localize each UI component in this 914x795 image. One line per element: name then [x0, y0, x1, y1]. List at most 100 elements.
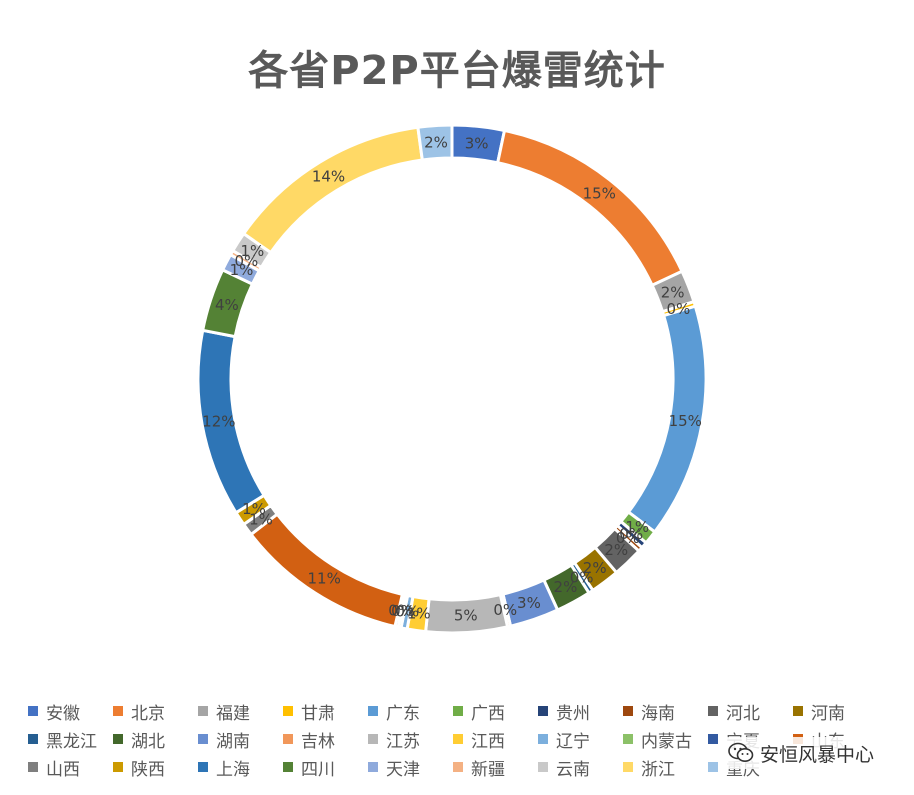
- legend-swatch: [198, 762, 208, 772]
- legend-swatch: [538, 706, 548, 716]
- legend-label: 湖南: [216, 731, 250, 752]
- legend-item-广西: 广西: [453, 697, 538, 725]
- legend-label: 广东: [386, 703, 420, 724]
- legend-item-内蒙古: 内蒙古: [623, 725, 708, 753]
- legend-item-四川: 四川: [283, 753, 368, 781]
- slice-label-江西: 1%: [407, 605, 431, 623]
- legend-item-河北: 河北: [708, 697, 793, 725]
- slice-label-甘肃: 0%: [667, 300, 691, 318]
- legend-label: 北京: [131, 703, 165, 724]
- slice-重庆: [416, 123, 454, 162]
- legend-swatch: [623, 706, 633, 716]
- watermark-text: 安恒风暴中心: [760, 743, 875, 766]
- legend-item-浙江: 浙江: [623, 753, 708, 781]
- legend-swatch: [708, 734, 718, 744]
- legend-label: 河南: [811, 703, 845, 724]
- slice-label-湖南: 3%: [517, 594, 541, 612]
- legend-label: 广西: [471, 703, 505, 724]
- slice-label-浙江: 14%: [312, 168, 345, 186]
- legend-swatch: [623, 762, 633, 772]
- slice-label-河北: 2%: [604, 541, 628, 559]
- slice-北京: [495, 128, 685, 288]
- legend-item-陕西: 陕西: [113, 753, 198, 781]
- legend-label: 天津: [386, 759, 420, 780]
- legend-swatch: [283, 706, 293, 716]
- legend-label: 湖北: [131, 731, 165, 752]
- legend-item-新疆: 新疆: [453, 753, 538, 781]
- legend-label: 吉林: [301, 731, 335, 752]
- slice-label-吉林: 0%: [493, 601, 517, 619]
- legend-label: 内蒙古: [641, 731, 692, 752]
- legend-swatch: [28, 762, 38, 772]
- legend-item-福建: 福建: [198, 697, 283, 725]
- slice-label-重庆: 2%: [424, 134, 448, 152]
- slice-浙江: [241, 125, 425, 255]
- legend-item-辽宁: 辽宁: [538, 725, 623, 753]
- donut-slices: [196, 123, 708, 635]
- slice-label-辽宁: 0%: [395, 603, 419, 621]
- legend-swatch: [28, 706, 38, 716]
- legend-item-江西: 江西: [453, 725, 538, 753]
- legend-item-广东: 广东: [368, 697, 453, 725]
- legend-item-河南: 河南: [793, 697, 878, 725]
- legend-swatch: [283, 762, 293, 772]
- legend-label: 新疆: [471, 759, 505, 780]
- slice-label-广西: 1%: [625, 518, 649, 536]
- slice-label-陕西: 1%: [242, 500, 266, 518]
- legend-label: 河北: [726, 703, 760, 724]
- legend-swatch: [538, 734, 548, 744]
- legend-item-天津: 天津: [368, 753, 453, 781]
- legend-swatch: [453, 706, 463, 716]
- legend-item-安徽: 安徽: [28, 697, 113, 725]
- legend-item-吉林: 吉林: [283, 725, 368, 753]
- slice-labels: 3%15%2%0%15%1%0%0%2%2%0%2%3%0%5%1%0%0%0%…: [202, 134, 702, 625]
- legend-item-上海: 上海: [198, 753, 283, 781]
- legend-swatch: [28, 734, 38, 744]
- legend-item-黑龙江: 黑龙江: [28, 725, 113, 753]
- slice-label-内蒙古: 0%: [391, 602, 415, 620]
- slice-label-云南: 1%: [241, 242, 265, 260]
- slice-label-新疆: 0%: [234, 252, 258, 270]
- legend-swatch: [368, 734, 378, 744]
- legend-item-海南: 海南: [623, 697, 708, 725]
- slice-label-广东: 15%: [669, 412, 702, 430]
- legend-swatch: [113, 706, 123, 716]
- legend-swatch: [793, 706, 803, 716]
- legend-label: 黑龙江: [46, 731, 97, 752]
- legend-label: 江西: [471, 731, 505, 752]
- slice-label-海南: 0%: [616, 529, 640, 547]
- chart-title: 各省P2P平台爆雷统计: [248, 48, 666, 94]
- legend-label: 云南: [556, 759, 590, 780]
- legend-swatch: [453, 734, 463, 744]
- donut-chart: 3%15%2%0%15%1%0%0%2%2%0%2%3%0%5%1%0%0%0%…: [196, 123, 708, 635]
- slice-label-河南: 2%: [583, 559, 607, 577]
- slice-label-江苏: 5%: [454, 607, 478, 625]
- legend-label: 上海: [216, 759, 250, 780]
- legend-label: 海南: [641, 703, 675, 724]
- legend-label: 福建: [216, 703, 250, 724]
- legend-label: 安徽: [46, 703, 80, 724]
- slice-label-贵州: 0%: [619, 525, 643, 543]
- legend-swatch: [368, 706, 378, 716]
- slice-label-福建: 2%: [661, 284, 685, 302]
- slice-label-北京: 15%: [583, 184, 616, 202]
- legend-swatch: [283, 734, 293, 744]
- legend-label: 山西: [46, 759, 80, 780]
- legend-item-湖南: 湖南: [198, 725, 283, 753]
- legend-swatch: [453, 762, 463, 772]
- legend-swatch: [113, 734, 123, 744]
- legend-item-江苏: 江苏: [368, 725, 453, 753]
- legend-item-贵州: 贵州: [538, 697, 623, 725]
- legend-swatch: [368, 762, 378, 772]
- wechat-icon: [728, 742, 754, 762]
- legend-label: 江苏: [386, 731, 420, 752]
- slice-label-安徽: 3%: [465, 134, 489, 152]
- legend-label: 浙江: [641, 759, 675, 780]
- slice-label-山东: 11%: [308, 570, 341, 588]
- legend-swatch: [198, 734, 208, 744]
- slice-label-上海: 12%: [202, 413, 235, 431]
- legend-label: 陕西: [131, 759, 165, 780]
- watermark: 安恒风暴中心: [722, 737, 881, 769]
- legend-label: 辽宁: [556, 731, 590, 752]
- slice-label-宁夏: 0%: [388, 601, 412, 619]
